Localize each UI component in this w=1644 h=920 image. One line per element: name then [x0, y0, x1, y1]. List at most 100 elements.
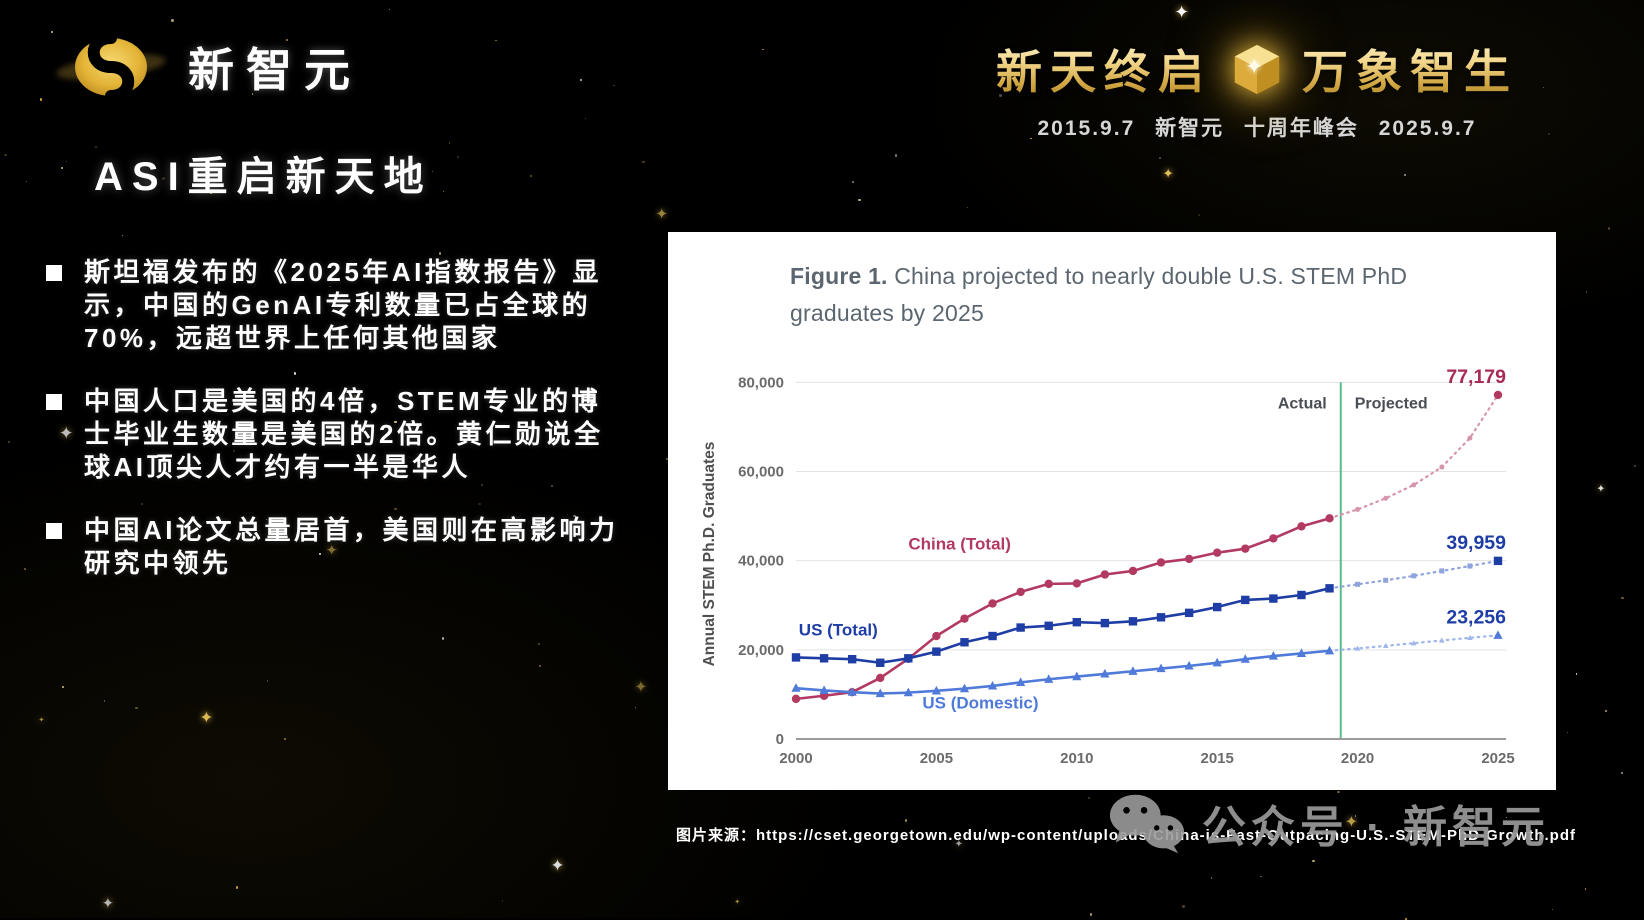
figure-card: Figure 1. China projected to nearly doub…: [668, 232, 1556, 790]
cube-sparkle-icon: ✦: [1245, 54, 1264, 79]
star-sparkle-icon: ✦: [954, 839, 964, 851]
star-dot: [293, 372, 297, 375]
x-tick-label: 2020: [1341, 750, 1374, 767]
star-dot: [1584, 888, 1587, 891]
star-dot: [329, 285, 331, 288]
star-dot: [1621, 772, 1623, 774]
star-dot: [998, 93, 1002, 97]
star-dot: [140, 503, 143, 505]
series-label-us-domestic: US (Domestic): [922, 693, 1038, 712]
bullet-square-icon: [46, 394, 62, 411]
star-dot: [1403, 174, 1406, 177]
star-dot: [1567, 732, 1568, 733]
star-dot: [319, 553, 321, 555]
star-dot: [1210, 877, 1213, 879]
end-value-us-domestic: 23,256: [1446, 606, 1506, 628]
star-dot: [266, 680, 268, 682]
star-dot: [537, 643, 540, 646]
star-dot: [232, 449, 235, 452]
star-dot: [121, 234, 123, 236]
star-dot: [1087, 796, 1091, 800]
x-tick-label: 2025: [1481, 750, 1514, 767]
star-dot: [584, 117, 586, 119]
stem-phd-line-chart: 0 20,000 40,000 60,000 80,000 Actual Projected…: [701, 365, 1515, 767]
figure-caption: Figure 1. China projected to nearly doub…: [790, 258, 1430, 333]
star-dot: [265, 519, 267, 521]
golden-cube-icon: ✦: [1228, 40, 1286, 98]
star-dot: [1551, 909, 1553, 911]
bullet-list: 斯坦福发布的《2025年AI指数报告》显示，中国的GenAI专利数量已占全球的7…: [46, 256, 621, 610]
star-dot: [1337, 790, 1340, 794]
star-dot: [634, 707, 637, 709]
star-dot: [1198, 214, 1201, 217]
watermark-text: 公众号 · 新智元: [1201, 803, 1550, 852]
star-dot: [441, 637, 445, 640]
star-dot: [50, 30, 54, 34]
star-dot: [1312, 859, 1315, 862]
y-tick-label: 0: [776, 731, 784, 748]
source-label: 图片来源：: [676, 827, 757, 844]
y-tick-label: 20,000: [738, 641, 784, 658]
star-sparkle-icon: ✦: [734, 899, 741, 907]
wechat-watermark: 公众号 · 新智元: [1108, 790, 1550, 856]
star-dot: [1607, 227, 1611, 230]
list-item: 中国AI论文总量居首，美国则在高影响力研究中领先: [46, 514, 621, 580]
series-label-us-total: US (Total): [799, 620, 878, 639]
star-dot: [448, 142, 450, 144]
star-dot: [530, 174, 533, 177]
star-dot: [423, 475, 425, 477]
star-dot: [762, 48, 764, 50]
star-dot: [1527, 835, 1530, 838]
star-dot: [481, 484, 484, 487]
star-dot: [967, 206, 969, 209]
star-dot: [252, 93, 254, 95]
star-dot: [25, 180, 27, 182]
star-sparkle-icon: ✦: [655, 205, 669, 223]
star-dot: [1604, 709, 1608, 712]
star-dot: [1030, 137, 1032, 140]
slogan-left: 新天终启: [996, 36, 1212, 102]
star-dot: [39, 98, 43, 101]
star-dot: [1089, 913, 1092, 916]
star-dot: [1575, 673, 1578, 675]
star-dot: [573, 514, 576, 517]
star-dot: [1260, 875, 1263, 878]
star-dot: [438, 252, 442, 255]
star-dot: [426, 328, 429, 331]
star-dot: [457, 155, 459, 158]
star-dot: [137, 469, 139, 472]
x-tick-label: 2010: [1060, 750, 1093, 767]
x-tick-label: 2015: [1201, 750, 1234, 767]
star-sparkle-icon: ✦: [634, 679, 648, 697]
star-dot: [594, 437, 597, 441]
star-dot: [23, 568, 26, 571]
star-sparkle-icon: ✦: [38, 716, 45, 724]
page-title: ASI重启新天地: [94, 155, 433, 199]
star-dot: [539, 664, 542, 667]
star-dot: [1585, 291, 1588, 293]
star-sparkle-icon: ✦: [325, 542, 338, 559]
star-dot: [162, 177, 165, 180]
x-tick-label: 2000: [779, 750, 812, 767]
star-dot: [65, 160, 68, 163]
star-dot: [852, 180, 854, 183]
star-sparkle-icon: ✦: [1344, 813, 1359, 831]
series-us-total: [791, 556, 1503, 667]
galaxy-swirl-icon: [56, 32, 166, 102]
star-dot: [94, 145, 98, 149]
star-dot: [1354, 815, 1357, 817]
star-dot: [904, 819, 908, 823]
bullet-square-icon: [46, 523, 62, 540]
series-us-domestic: [791, 629, 1503, 697]
star-dot: [103, 700, 106, 702]
list-item: 中国人口是美国的4倍，STEM专业的博士毕业生数量是美国的2倍。黄仁勋说全球AI…: [46, 385, 621, 484]
series-china-total: [791, 390, 1503, 703]
star-dot: [665, 458, 669, 461]
star-dot: [442, 191, 444, 193]
star-sparkle-icon: ✦: [1162, 165, 1174, 181]
star-dot: [286, 39, 289, 42]
star-dot: [432, 170, 434, 172]
star-dot: [210, 192, 212, 194]
star-dot: [583, 293, 587, 297]
star-sparkle-icon: ✦: [550, 855, 565, 875]
